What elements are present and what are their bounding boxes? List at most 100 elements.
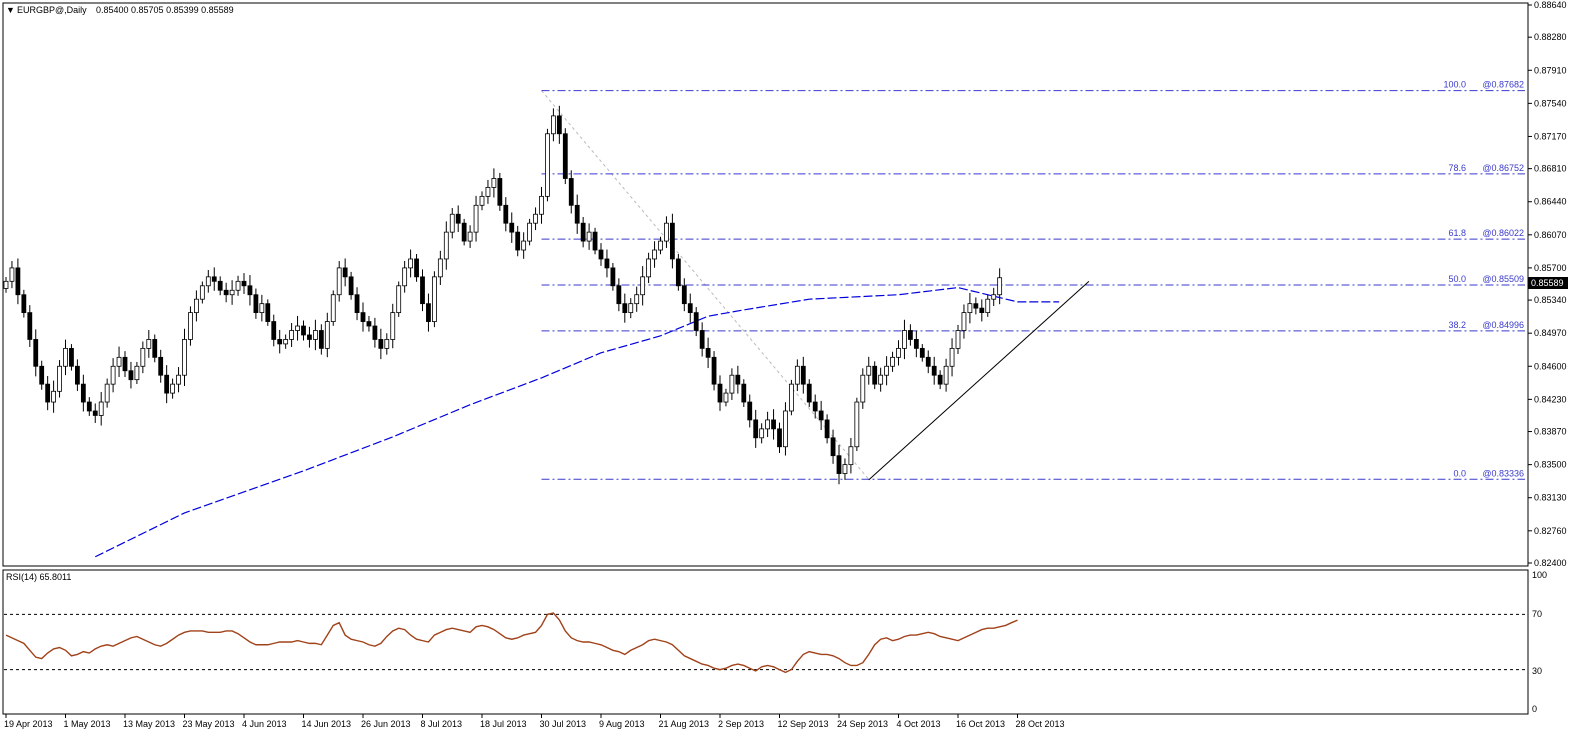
bull-candle: [533, 213, 538, 224]
bear-candle: [681, 285, 687, 305]
bull-candle: [997, 277, 1003, 296]
bull-candle: [104, 383, 110, 403]
time-tick-label: 18 Jul 2013: [480, 719, 527, 729]
bear-candle: [223, 289, 229, 296]
bull-candle: [723, 392, 729, 403]
price-tick-label: 0.84230: [1534, 394, 1567, 404]
bear-candle: [461, 222, 467, 242]
price-tick-label: 0.86810: [1534, 164, 1567, 174]
rsi-max-label: 100: [1532, 570, 1547, 580]
time-tick-label: 19 Apr 2013: [4, 719, 53, 729]
bear-candle: [515, 231, 521, 251]
bear-candle: [366, 321, 372, 327]
bear-candle: [241, 280, 247, 287]
fib-level-price: @0.84996: [1482, 320, 1524, 330]
bull-candle: [9, 267, 15, 282]
time-tick-label: 23 May 2013: [183, 719, 235, 729]
bear-candle: [872, 365, 878, 385]
bull-candle: [134, 365, 140, 381]
bull-candle: [646, 258, 651, 278]
bear-candle: [75, 365, 80, 385]
bull-candle: [521, 240, 527, 251]
bull-candle: [390, 312, 396, 340]
price-tick-label: 0.85700: [1534, 263, 1567, 273]
bear-candle: [568, 178, 574, 206]
bull-candle: [63, 347, 68, 367]
bear-candle: [693, 312, 699, 331]
bear-candle: [80, 383, 86, 403]
bull-candle: [902, 330, 907, 349]
bear-candle: [830, 437, 836, 457]
bull-candle: [652, 249, 657, 260]
bull-candle: [878, 374, 884, 385]
bull-candle: [51, 390, 56, 403]
bear-candle: [562, 133, 568, 179]
bear-candle: [426, 303, 431, 322]
bear-candle: [39, 365, 45, 385]
bear-candle: [777, 428, 782, 448]
bear-candle: [812, 401, 818, 412]
bull-candle: [473, 204, 479, 233]
bull-candle: [634, 294, 640, 305]
price-tick-label: 0.87910: [1534, 65, 1567, 75]
time-tick-label: 21 Aug 2013: [659, 719, 710, 729]
bull-candle: [545, 133, 550, 197]
bear-candle: [556, 115, 562, 135]
time-tick-label: 12 Sep 2013: [778, 719, 829, 729]
bull-candle: [396, 285, 402, 314]
bear-candle: [307, 334, 312, 340]
header-arrow[interactable]: ▼: [6, 5, 15, 15]
bear-candle: [253, 294, 259, 314]
bull-candle: [199, 285, 205, 300]
bull-candle: [961, 312, 967, 331]
bear-candle: [414, 258, 419, 278]
bull-candle: [640, 276, 646, 296]
bull-candle: [664, 222, 669, 242]
price-axis: 0.88640 0.88280 0.87910 0.87540 0.87170 0.868…: [1528, 0, 1567, 568]
price-tick-label: 0.83130: [1534, 493, 1567, 503]
time-tick-label: 28 Oct 2013: [1016, 719, 1065, 729]
bull-candle: [443, 231, 449, 260]
price-tick-label: 0.88280: [1534, 32, 1567, 42]
bear-candle: [925, 356, 931, 367]
symbol-label: EURGBP@,Daily: [17, 5, 87, 15]
bull-candle: [283, 339, 289, 345]
bull-candle: [485, 187, 491, 197]
bear-candle: [699, 330, 705, 349]
bull-candle: [336, 267, 342, 296]
bear-candle: [277, 339, 283, 345]
bear-candle: [800, 365, 806, 385]
fib-level-price: @0.87682: [1482, 80, 1524, 90]
fib-level-percent: 100.0: [1443, 80, 1466, 90]
bull-candle: [783, 410, 788, 448]
bull-candle: [527, 222, 532, 242]
bull-candle: [628, 303, 634, 314]
time-tick-label: 4 Jun 2013: [242, 719, 287, 729]
price-tick-label: 0.86440: [1534, 197, 1567, 207]
bear-candle: [318, 330, 324, 349]
bear-candle: [372, 325, 378, 340]
bull-candle: [146, 339, 152, 349]
price-tick-label: 0.83500: [1534, 460, 1567, 470]
bull-candle: [312, 330, 318, 340]
bear-candle: [741, 383, 747, 403]
bull-candle: [890, 356, 895, 367]
bull-candle: [991, 294, 997, 300]
bull-candle: [848, 446, 854, 466]
bull-candle: [467, 231, 473, 242]
rsi-pane-frame: [2, 569, 1529, 715]
price-tick-label: 0.82760: [1534, 526, 1567, 536]
bear-candle: [211, 276, 217, 282]
bear-candle: [818, 410, 824, 421]
price-tick-label: 0.82400: [1534, 558, 1567, 568]
support-trendline[interactable]: [868, 280, 1090, 481]
bear-candle: [247, 285, 253, 296]
time-tick-label: 30 Jul 2013: [540, 719, 587, 729]
bear-candle: [509, 222, 515, 233]
bear-candle: [806, 383, 812, 403]
bull-candle: [182, 339, 187, 376]
bear-candle: [687, 303, 693, 314]
bull-candle: [854, 401, 860, 448]
bull-candle: [729, 374, 735, 394]
bear-candle: [753, 419, 759, 439]
